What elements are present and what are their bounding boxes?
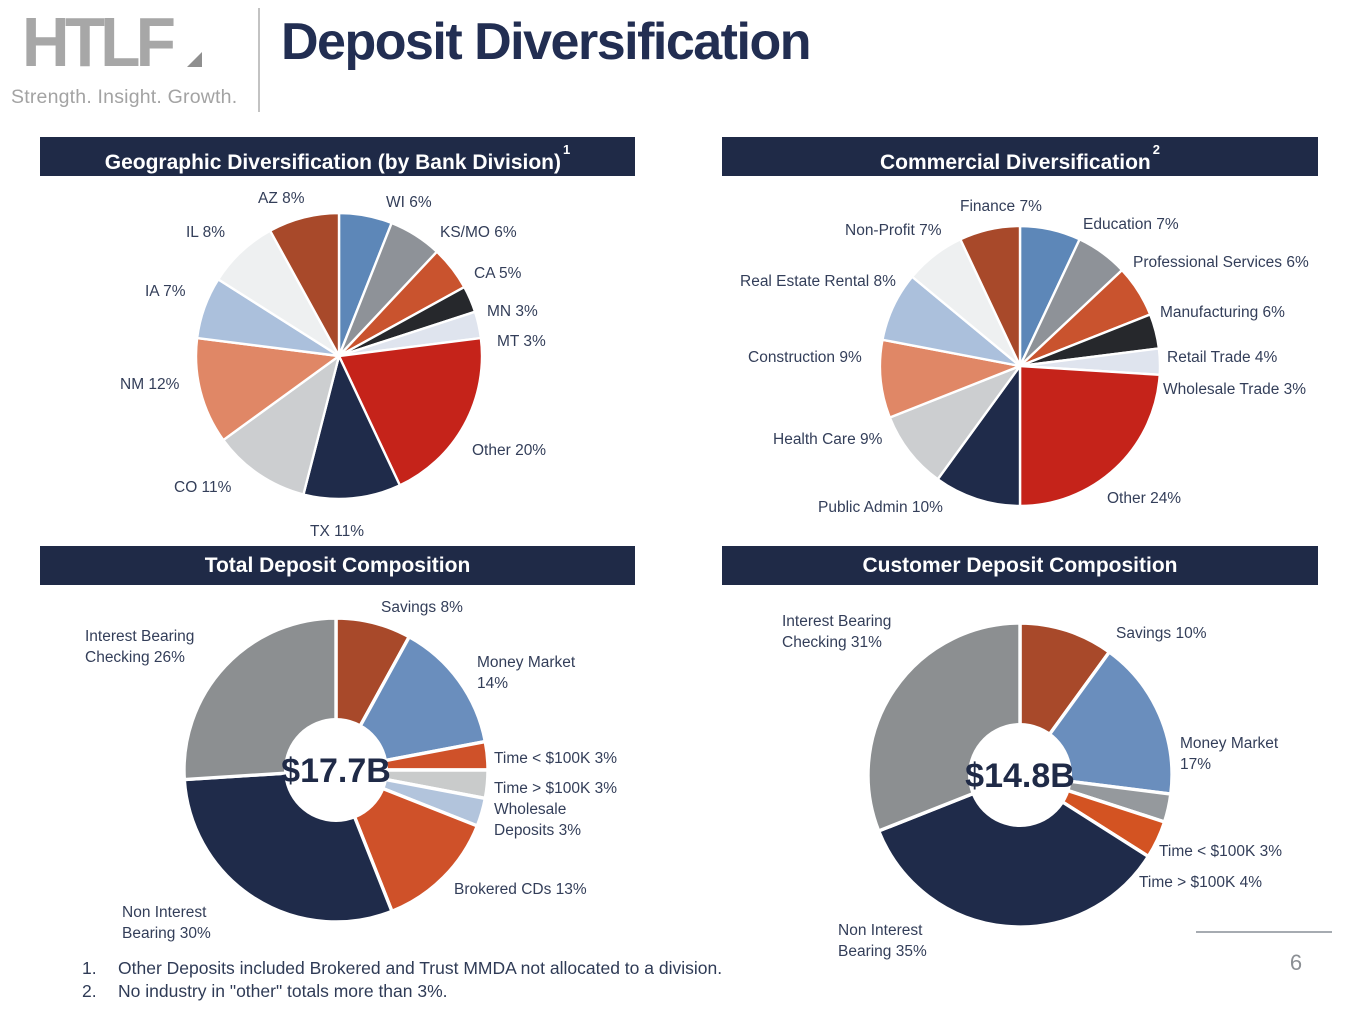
geographic-pie-chart: [194, 211, 484, 501]
header-divider: [258, 8, 260, 112]
footnote-2: 2. No industry in "other" totals more th…: [82, 980, 722, 1003]
footnote-1-number: 1.: [82, 958, 97, 978]
footnotes: 1. Other Deposits included Brokered and …: [82, 957, 722, 1003]
geographic-slice-co: [222, 354, 341, 496]
panel-title-customer-deposit: Customer Deposit Composition: [862, 554, 1178, 577]
htlf-logo: HTLF: [22, 3, 176, 81]
commercial-slice-health-care: [888, 364, 1022, 481]
footnote-1-text: Other Deposits included Brokered and Tru…: [118, 958, 723, 978]
commercial-slice-finance: [959, 224, 1022, 368]
commercial-slice-public-admin: [936, 364, 1022, 508]
total-center-value: $17.7B: [281, 752, 391, 790]
footnote-1: 1. Other Deposits included Brokered and …: [82, 957, 722, 980]
panel-title-total-deposit: Total Deposit Composition: [204, 554, 471, 577]
page-title: Deposit Diversification: [281, 13, 811, 71]
total-donut-hole: [284, 718, 388, 822]
page-number: 6: [1289, 950, 1303, 975]
footer-rule: [1196, 931, 1332, 933]
geographic-slice-tx: [302, 354, 402, 501]
geographic-slice-other: [337, 336, 484, 487]
panel-header-geographic: Geographic Diversification (by Bank Divi…: [40, 137, 635, 176]
customer-center-value: $14.8B: [965, 757, 1075, 795]
customer-slice-non-interest-bearing: [876, 773, 1151, 929]
total-deposit-donut-chart: $17.7B: [182, 616, 490, 924]
footnote-marker-1: 1: [563, 142, 571, 157]
panel-header-commercial: Commercial Diversification2: [722, 137, 1318, 176]
geographic-slice-nm: [194, 336, 341, 442]
commercial-slice-construction: [878, 338, 1022, 419]
geographic-slice-az: [268, 211, 341, 358]
logo-f-notch-icon: [187, 52, 202, 67]
customer-donut-hole: [968, 723, 1072, 827]
commercial-slice-other: [1018, 364, 1161, 508]
panel-header-total-deposit: Total Deposit Composition: [40, 546, 635, 585]
panel-header-customer-deposit: Customer Deposit Composition: [722, 546, 1318, 585]
commercial-pie-chart: [878, 224, 1162, 508]
footnote-2-number: 2.: [82, 981, 97, 1001]
logo-tagline: Strength. Insight. Growth.: [11, 86, 238, 108]
footnote-2-text: No industry in "other" totals more than …: [118, 981, 448, 1001]
customer-deposit-donut-chart: $14.8B: [866, 621, 1174, 929]
panel-title-geographic: Geographic Diversification (by Bank Divi…: [104, 151, 562, 174]
footnote-marker-2: 2: [1152, 142, 1160, 157]
panel-title-commercial: Commercial Diversification: [880, 151, 1151, 174]
